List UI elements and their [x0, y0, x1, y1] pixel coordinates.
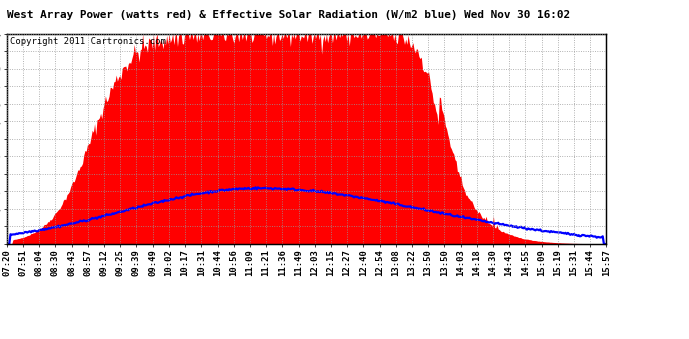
Text: Copyright 2011 Cartronics.com: Copyright 2011 Cartronics.com	[10, 37, 166, 46]
Text: West Array Power (watts red) & Effective Solar Radiation (W/m2 blue) Wed Nov 30 : West Array Power (watts red) & Effective…	[7, 10, 570, 20]
